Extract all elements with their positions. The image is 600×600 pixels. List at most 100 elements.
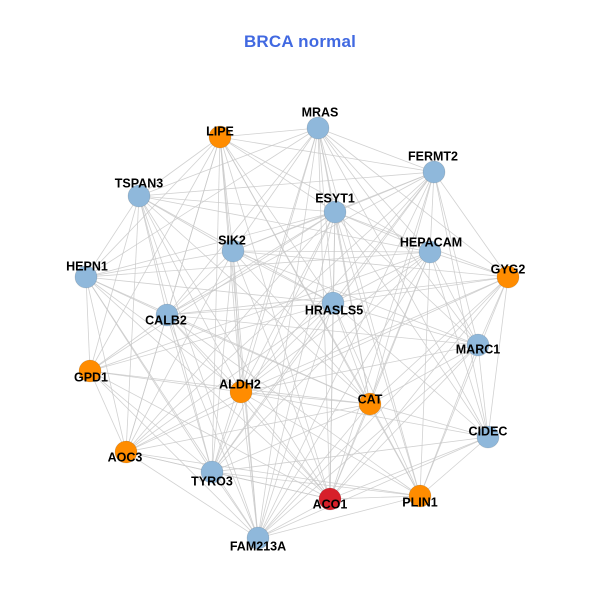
node-ALDH2 (229, 380, 253, 404)
edge-MRAS-TYRO3 (211, 127, 319, 473)
node-label-GPD1: GPD1 (74, 370, 108, 384)
page-title: BRCA normal (243, 32, 357, 51)
edge-FERMT2-TYRO3 (211, 171, 435, 473)
edge-TSPAN3-TYRO3 (138, 195, 213, 473)
edge-CIDEC-TYRO3 (211, 436, 489, 473)
edge-CAT-CIDEC (369, 403, 489, 438)
edge-CAT-FAM213A (257, 403, 371, 539)
edge-GYG2-HRASLS5 (332, 276, 509, 304)
node-label-CIDEC: CIDEC (469, 424, 508, 438)
edge-ALDH2-FAM213A (240, 391, 259, 539)
edge-FERMT2-TSPAN3 (138, 171, 435, 197)
edge-TSPAN3-SIK2 (138, 195, 234, 252)
edge-GYG2-CAT (369, 276, 509, 405)
node-layer (74, 116, 520, 550)
edge-MRAS-HEPN1 (85, 127, 319, 278)
edge-SIK2-HRASLS5 (232, 250, 334, 304)
edge-LIPE-ESYT1 (219, 136, 336, 213)
edge-ALDH2-PLIN1 (240, 391, 421, 497)
edge-ESYT1-HEPN1 (85, 211, 336, 278)
node-CALB2 (155, 303, 179, 327)
edge-HEPACAM-ACO1 (329, 251, 431, 500)
edge-MRAS-FAM213A (257, 127, 319, 539)
edge-ALDH2-AOC3 (125, 391, 242, 453)
edge-MRAS-SIK2 (232, 127, 319, 252)
node-label-ACO1: ACO1 (313, 497, 348, 511)
node-MRAS (306, 116, 330, 140)
node-label-TYRO3: TYRO3 (191, 474, 233, 488)
edge-ESYT1-FAM213A (257, 211, 336, 539)
edge-CALB2-FAM213A (166, 314, 259, 539)
edge-HRASLS5-FAM213A (257, 302, 334, 539)
edge-ESYT1-PLIN1 (334, 211, 421, 497)
edge-layer (85, 127, 509, 539)
edge-MRAS-FERMT2 (317, 127, 435, 173)
node-HEPACAM (418, 240, 442, 264)
edge-HEPACAM-ALDH2 (240, 251, 431, 393)
edge-CALB2-TYRO3 (166, 314, 213, 473)
edge-FERMT2-CAT (369, 171, 435, 405)
edge-AOC3-FAM213A (125, 451, 259, 539)
node-PLIN1 (408, 484, 432, 508)
edge-HEPN1-FAM213A (85, 276, 259, 539)
edge-AOC3-PLIN1 (125, 451, 421, 497)
node-FERMT2 (422, 160, 446, 184)
edge-HEPACAM-HRASLS5 (332, 251, 431, 304)
edge-MARC1-CIDEC (477, 344, 489, 438)
edge-LIPE-HRASLS5 (219, 136, 334, 304)
edge-CIDEC-FAM213A (257, 436, 489, 539)
edge-GPD1-AOC3 (89, 370, 127, 453)
edge-TSPAN3-CALB2 (138, 195, 168, 316)
edge-ESYT1-CALB2 (166, 211, 336, 316)
edge-HRASLS5-MARC1 (332, 302, 479, 346)
edge-TSPAN3-ALDH2 (138, 195, 242, 393)
edge-TYRO3-PLIN1 (211, 471, 421, 497)
edge-CIDEC-PLIN1 (419, 436, 489, 497)
edge-MRAS-CALB2 (166, 127, 319, 316)
edge-FERMT2-FAM213A (257, 171, 435, 539)
node-label-MRAS: MRAS (302, 105, 339, 119)
edge-HEPACAM-HEPN1 (85, 251, 431, 278)
node-FAM213A (246, 526, 270, 550)
edge-ALDH2-CIDEC (240, 391, 489, 438)
edge-GPD1-ALDH2 (89, 370, 242, 393)
edge-FERMT2-MARC1 (433, 171, 479, 346)
edge-HRASLS5-GPD1 (89, 302, 334, 372)
edge-TYRO3-FAM213A (211, 471, 259, 539)
edge-MRAS-HEPACAM (317, 127, 431, 253)
edge-GPD1-ACO1 (89, 370, 331, 500)
edge-FERMT2-HRASLS5 (332, 171, 435, 304)
edge-MRAS-ALDH2 (240, 127, 319, 393)
node-MARC1 (466, 333, 490, 357)
edge-CALB2-MARC1 (166, 314, 479, 346)
node-label-ALDH2: ALDH2 (219, 377, 261, 391)
edge-HEPN1-AOC3 (85, 276, 127, 453)
node-label-FERMT2: FERMT2 (408, 149, 458, 163)
node-CAT (358, 392, 382, 416)
edge-MRAS-MARC1 (317, 127, 479, 346)
edge-SIK2-HEPACAM (232, 250, 431, 253)
edge-TSPAN3-HEPN1 (85, 195, 140, 278)
node-label-TSPAN3: TSPAN3 (115, 176, 163, 190)
node-label-MARC1: MARC1 (456, 342, 500, 356)
edge-LIPE-TYRO3 (211, 136, 221, 473)
edge-SIK2-MARC1 (232, 250, 479, 346)
edge-FERMT2-AOC3 (125, 171, 435, 453)
edge-HRASLS5-CIDEC (332, 302, 489, 438)
edge-HEPACAM-MARC1 (429, 251, 479, 346)
edge-GPD1-TYRO3 (89, 370, 213, 473)
edge-ALDH2-CAT (240, 391, 371, 405)
edge-ALDH2-ACO1 (240, 391, 331, 500)
edge-TYRO3-ACO1 (211, 471, 331, 500)
edge-MRAS-GYG2 (317, 127, 509, 278)
edge-FERMT2-HEPACAM (429, 171, 435, 253)
node-HRASLS5 (321, 291, 345, 315)
edge-FERMT2-ALDH2 (240, 171, 435, 393)
edge-GPD1-CAT (89, 370, 371, 405)
edge-ESYT1-GYG2 (334, 211, 509, 278)
edge-HEPN1-ALDH2 (85, 276, 242, 393)
edge-CALB2-AOC3 (125, 314, 168, 453)
edge-TSPAN3-ESYT1 (138, 195, 336, 213)
